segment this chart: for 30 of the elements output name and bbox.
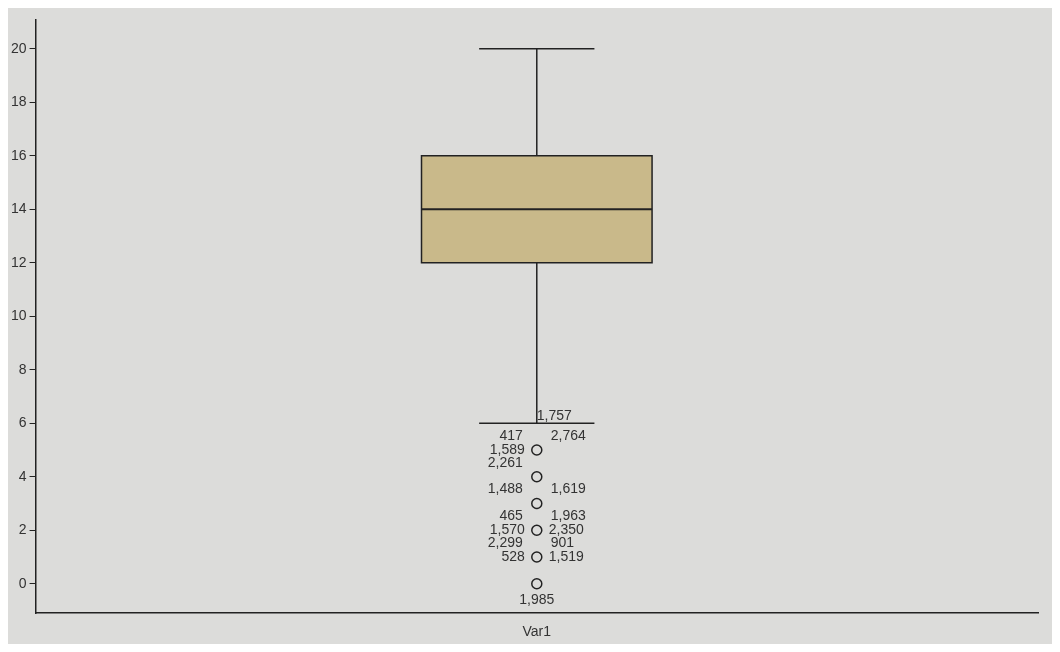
annotation: 1,619: [550, 480, 587, 497]
point: [531, 551, 543, 563]
x-tick-label: Var1: [522, 623, 552, 640]
annotation: 2,350: [548, 521, 585, 538]
point: [531, 444, 543, 456]
y-tick-label: 16: [10, 146, 27, 163]
annotation: 2,764: [550, 426, 587, 443]
point: [531, 578, 543, 590]
point: [531, 471, 543, 483]
y-tick-label: 4: [18, 467, 27, 484]
point: [531, 497, 543, 510]
y-tick-label: 10: [10, 307, 27, 324]
annotation: 1,963: [550, 507, 587, 524]
annotation: 465: [499, 507, 523, 524]
annotation: 1,488: [487, 480, 523, 497]
y-tick-label: 0: [18, 574, 27, 591]
annotation: 1,570: [489, 521, 525, 538]
y-tick-label: 2: [18, 521, 27, 538]
annotation: 417: [499, 426, 523, 443]
y-tick-label: 8: [18, 360, 27, 377]
y-tick-label: 6: [18, 414, 27, 431]
y-tick-label: 20: [10, 39, 27, 56]
y-tick-label: 18: [10, 93, 27, 110]
annotation: 1,589: [489, 440, 525, 457]
annotation: 528: [501, 547, 525, 564]
annotation: 1,519: [548, 547, 585, 564]
point: [531, 524, 543, 537]
y-tick-label: 12: [10, 253, 27, 270]
y-tick-label: 14: [10, 200, 27, 217]
annotation: 1,985: [519, 590, 555, 607]
